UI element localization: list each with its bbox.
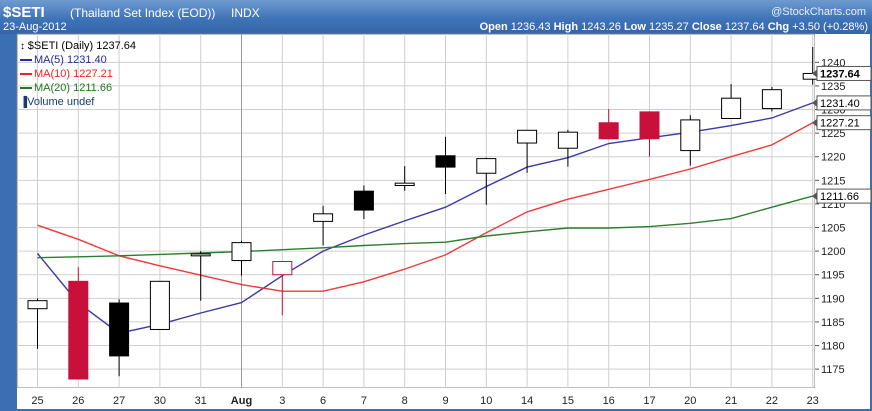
y-tick-label: 1185	[821, 317, 845, 329]
plot-area	[16, 33, 816, 389]
x-tick-label: 31	[195, 395, 207, 407]
x-tick-label: 21	[725, 395, 737, 407]
bottom-axis-area	[17, 388, 870, 409]
candle-body	[353, 190, 374, 211]
x-tick-label: 10	[480, 395, 492, 407]
y-tick-label: 1190	[821, 293, 845, 305]
y-tick-label: 1225	[821, 128, 845, 140]
chart-header: $SETI (Thailand Set Index (EOD)) INDX @S…	[0, 0, 872, 34]
low-label: Low	[623, 21, 646, 33]
value-flag-label: 1211.66	[820, 191, 859, 203]
value-flag-pointer	[812, 192, 817, 201]
candle-body	[68, 280, 89, 380]
y-tick-label: 1175	[821, 364, 845, 376]
legend-swatch-icon	[20, 73, 32, 76]
close-value: 1237.64	[724, 21, 765, 33]
value-flag-label: 1231.40	[820, 98, 860, 110]
x-tick-label: 8	[402, 395, 408, 407]
close-label: Close	[691, 21, 722, 33]
candle-body	[27, 300, 48, 310]
y-tick-label: 1235	[821, 81, 845, 93]
candle-body	[639, 111, 660, 140]
legend-swatch-icon	[20, 59, 32, 62]
candle-body	[721, 97, 742, 119]
x-tick-label: Aug	[231, 395, 252, 407]
open-label: Open	[479, 21, 508, 33]
candle-body	[313, 213, 334, 222]
ma10-line	[37, 122, 814, 292]
y-tick-label: 1205	[821, 223, 845, 235]
legend-item: MA(10) 1227.21	[20, 68, 113, 80]
candle-body	[517, 129, 538, 144]
legend-item: ▐Volume undef	[20, 96, 94, 108]
quote-date: 23-Aug-2012	[3, 21, 67, 33]
x-tick-label: 15	[562, 395, 574, 407]
legend-item: MA(20) 1211.66	[20, 82, 112, 94]
candle-body	[761, 89, 782, 110]
candle-body	[557, 131, 578, 149]
volume-bars-icon: ▐	[20, 97, 28, 108]
value-flag-pointer	[812, 69, 817, 78]
exchange-label: INDX	[231, 6, 260, 20]
ohlc-readout: Open 1236.43 High 1243.26 Low 1235.27 Cl…	[480, 21, 868, 33]
x-tick-label: 27	[113, 395, 125, 407]
candle-body	[149, 280, 170, 330]
x-tick-label: 30	[154, 395, 166, 407]
candle-body	[190, 253, 211, 257]
x-tick-label: 25	[31, 395, 43, 407]
index-name: (Thailand Set Index (EOD))	[70, 6, 216, 20]
high-label: High	[553, 21, 579, 33]
stockcharts-watermark: @StockCharts.com	[771, 6, 866, 18]
x-tick-label: 14	[521, 395, 533, 407]
value-flag-label: 1237.64	[820, 68, 861, 80]
x-tick-label: 26	[72, 395, 84, 407]
legend-swatch-icon	[20, 87, 32, 90]
high-value: 1243.26	[581, 21, 621, 33]
x-tick-label: 7	[361, 395, 367, 407]
legend-swatch-icon: ↕	[20, 41, 28, 52]
value-flag-label: 1227.21	[820, 118, 860, 130]
candle-body	[272, 261, 293, 276]
candle-body	[394, 182, 415, 187]
ma20-line	[37, 195, 813, 259]
right-axis-area	[815, 34, 870, 388]
y-tick-label: 1215	[821, 175, 845, 187]
x-tick-label: 16	[603, 395, 615, 407]
legend-item: ↕ $SETI (Daily) 1237.64	[20, 40, 136, 52]
legend-item: MA(5) 1231.40	[20, 54, 107, 66]
x-tick-label: 17	[643, 395, 655, 407]
x-tick-label: 6	[320, 395, 326, 407]
open-value: 1236.43	[510, 21, 551, 33]
chg-label: Chg	[767, 21, 790, 33]
candle-body	[476, 158, 497, 174]
legend-label: $SETI (Daily) 1237.64	[27, 40, 136, 52]
y-tick-label: 1200	[821, 246, 845, 258]
candle-body	[598, 122, 619, 140]
value-flag-pointer	[812, 98, 817, 107]
legend-label: MA(20) 1211.66	[34, 82, 113, 94]
low-value: 1235.27	[649, 21, 689, 33]
y-tick-label: 1195	[821, 270, 845, 282]
legend-label: MA(10) 1227.21	[34, 68, 113, 80]
x-tick-label: 20	[684, 395, 696, 407]
chg-value: +3.50 (+0.28%)	[792, 21, 868, 33]
y-tick-label: 1180	[821, 341, 845, 353]
legend-label: Volume undef	[27, 96, 95, 108]
x-tick-label: 9	[442, 395, 448, 407]
y-tick-label: 1220	[821, 152, 845, 164]
candle-body	[109, 302, 130, 357]
x-tick-label: 23	[807, 395, 819, 407]
candle-body	[680, 119, 701, 152]
legend-label: MA(5) 1231.40	[34, 54, 107, 66]
x-tick-label: 22	[766, 395, 778, 407]
value-flag-pointer	[812, 118, 817, 127]
candle-body	[435, 155, 456, 168]
candle-body	[231, 242, 252, 262]
x-tick-label: 3	[279, 395, 285, 407]
symbol-title: $SETI	[3, 4, 45, 21]
